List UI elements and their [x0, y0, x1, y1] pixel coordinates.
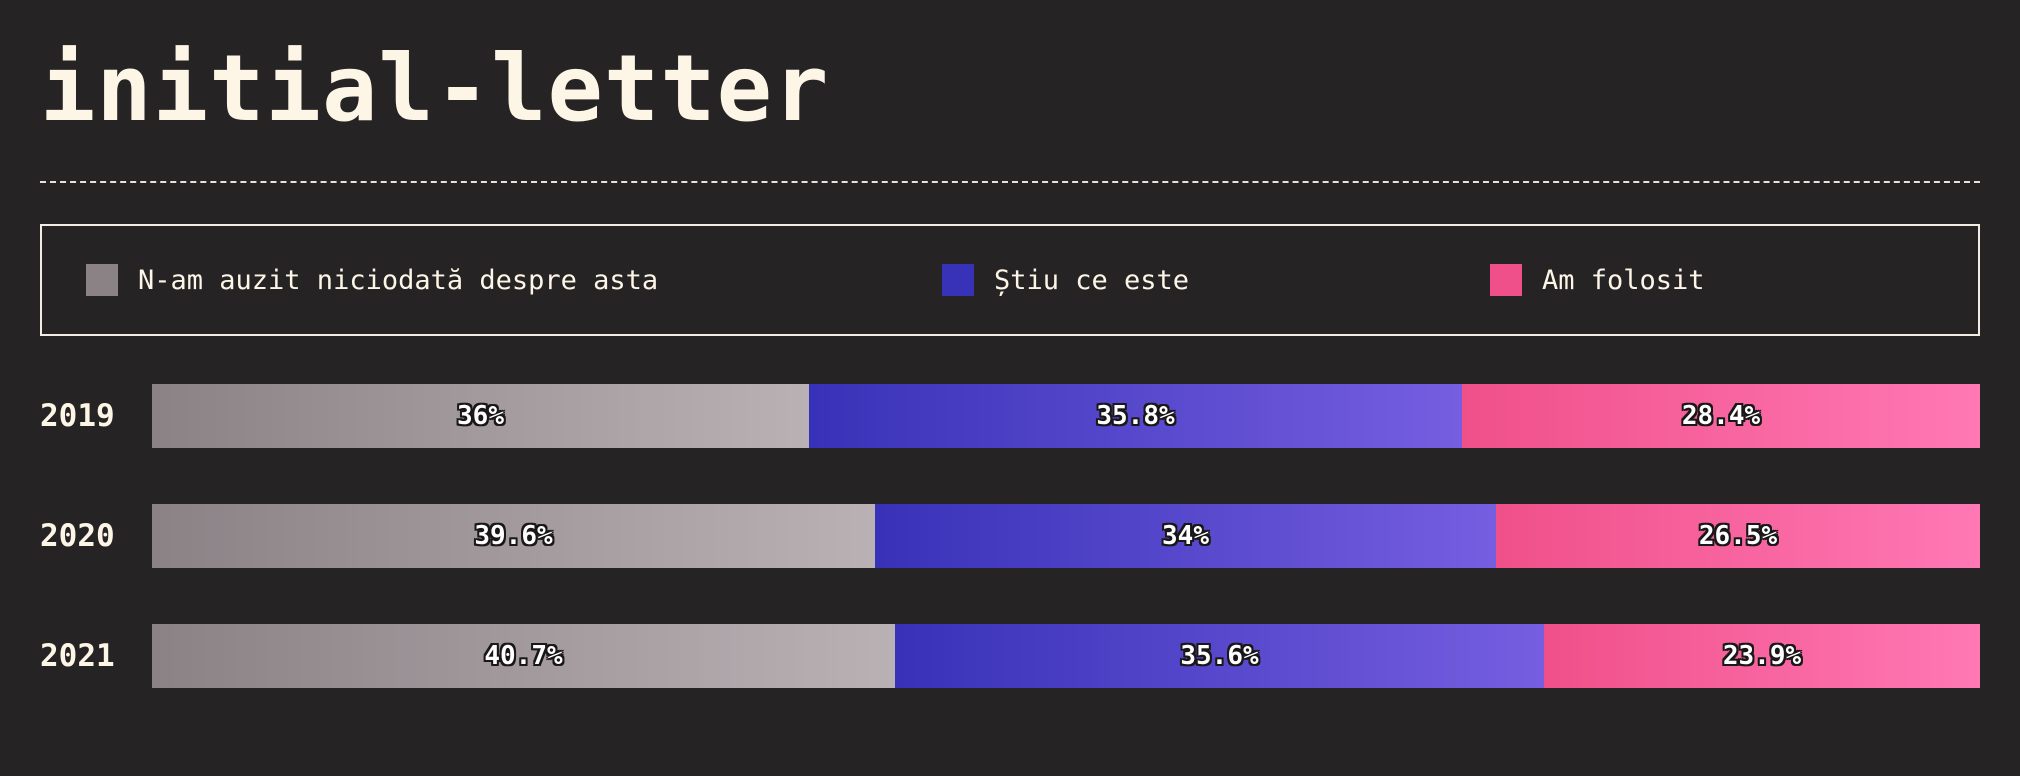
bar-segment-2020-used-it[interactable]: 26.5% — [1496, 504, 1980, 568]
chart-title: initial-letter — [40, 34, 829, 144]
legend-label-know-what-it-is: Știu ce este — [994, 265, 1189, 296]
legend-swatch-never-heard — [86, 264, 118, 296]
year-label-2019: 2019 — [40, 384, 115, 448]
legend-swatch-know-what-it-is — [942, 264, 974, 296]
chart-row-2021: 2021 40.7% 35.6% 23.9% — [40, 624, 1980, 688]
stacked-bar-2021: 40.7% 35.6% 23.9% — [152, 624, 1980, 688]
legend-item-used-it[interactable]: Am folosit — [1490, 226, 1705, 334]
bar-segment-2021-know-what-it-is[interactable]: 35.6% — [895, 624, 1544, 688]
bar-segment-2019-used-it[interactable]: 28.4% — [1462, 384, 1980, 448]
bar-segment-2021-used-it[interactable]: 23.9% — [1544, 624, 1980, 688]
year-label-2021: 2021 — [40, 624, 115, 688]
legend-label-never-heard: N-am auzit niciodată despre asta — [138, 265, 658, 296]
data-label-2021-never-heard: 40.7% — [152, 624, 895, 688]
dashed-divider — [40, 181, 1980, 183]
legend-item-never-heard[interactable]: N-am auzit niciodată despre asta — [86, 226, 658, 334]
bar-segment-2019-know-what-it-is[interactable]: 35.8% — [809, 384, 1462, 448]
chart-row-2019: 2019 36% 35.8% 28.4% — [40, 384, 1980, 448]
bar-segment-2020-know-what-it-is[interactable]: 34% — [875, 504, 1496, 568]
stacked-bar-2020: 39.6% 34% 26.5% — [152, 504, 1980, 568]
bar-segment-2021-never-heard[interactable]: 40.7% — [152, 624, 895, 688]
data-label-2020-know-what-it-is: 34% — [875, 504, 1496, 568]
legend-swatch-used-it — [1490, 264, 1522, 296]
data-label-2019-never-heard: 36% — [152, 384, 809, 448]
legend-item-know-what-it-is[interactable]: Știu ce este — [942, 226, 1189, 334]
data-label-2021-used-it: 23.9% — [1544, 624, 1980, 688]
bar-segment-2019-never-heard[interactable]: 36% — [152, 384, 809, 448]
legend: N-am auzit niciodată despre asta Știu ce… — [40, 224, 1980, 336]
data-label-2019-used-it: 28.4% — [1462, 384, 1980, 448]
legend-label-used-it: Am folosit — [1542, 265, 1705, 296]
data-label-2021-know-what-it-is: 35.6% — [895, 624, 1544, 688]
year-label-2020: 2020 — [40, 504, 115, 568]
data-label-2020-never-heard: 39.6% — [152, 504, 875, 568]
bar-segment-2020-never-heard[interactable]: 39.6% — [152, 504, 875, 568]
data-label-2019-know-what-it-is: 35.8% — [809, 384, 1462, 448]
data-label-2020-used-it: 26.5% — [1496, 504, 1980, 568]
stacked-bar-2019: 36% 35.8% 28.4% — [152, 384, 1980, 448]
chart-row-2020: 2020 39.6% 34% 26.5% — [40, 504, 1980, 568]
